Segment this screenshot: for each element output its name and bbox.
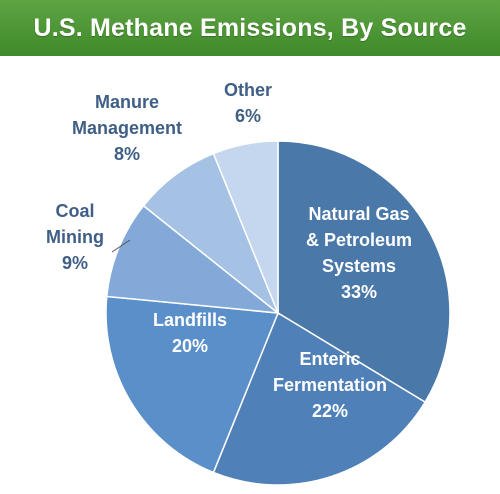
slice-name-line: Enteric bbox=[299, 349, 360, 369]
slice-value-label: 6% bbox=[235, 106, 261, 126]
slice-name-line: Coal bbox=[55, 201, 94, 221]
slice-name-line: Management bbox=[72, 118, 182, 138]
pie-slices bbox=[105, 140, 451, 486]
slice-name-line: Systems bbox=[322, 256, 396, 276]
slice-name-line: Fermentation bbox=[273, 375, 387, 395]
slice-label-2: Landfills 20% bbox=[153, 310, 227, 356]
pie-slice-1 bbox=[212, 311, 427, 486]
pie-slice-3 bbox=[105, 204, 281, 314]
pie-labels: Natural Gas & Petroleum Systems 33% Enteric F… bbox=[46, 80, 412, 421]
slice-name-line: Mining bbox=[46, 227, 104, 247]
slice-label-1: Enteric Fermentation 22% bbox=[273, 349, 387, 421]
slice-label-3: Coal Mining 9% bbox=[46, 201, 104, 273]
slice-label-4: Manure Management 8% bbox=[72, 92, 182, 164]
pie-slice-5 bbox=[212, 140, 279, 314]
slice-value-label: 20% bbox=[172, 336, 208, 356]
pie-slice-0 bbox=[277, 140, 451, 404]
slice-value-label: 22% bbox=[312, 401, 348, 421]
slice-name-line: Landfills bbox=[153, 310, 227, 330]
slice-name-line: & Petroleum bbox=[306, 230, 412, 250]
slice-name-line: Manure bbox=[95, 92, 159, 112]
slice-value-label: 8% bbox=[114, 144, 140, 164]
slice-label-0: Natural Gas & Petroleum Systems 33% bbox=[306, 204, 412, 302]
slice-name-line: Other bbox=[224, 80, 272, 100]
pie-slice-2 bbox=[105, 295, 280, 474]
slice-name-line: Natural Gas bbox=[308, 204, 409, 224]
slice-label-5: Other 6% bbox=[224, 80, 272, 126]
slice-value-label: 9% bbox=[62, 253, 88, 273]
chart-title: U.S. Methane Emissions, By Source bbox=[33, 13, 467, 42]
pie-slice-4 bbox=[142, 152, 280, 316]
coal-mining-leader-line bbox=[111, 239, 131, 253]
chart-title-bar: U.S. Methane Emissions, By Source bbox=[0, 0, 500, 56]
slice-value-label: 33% bbox=[341, 282, 377, 302]
